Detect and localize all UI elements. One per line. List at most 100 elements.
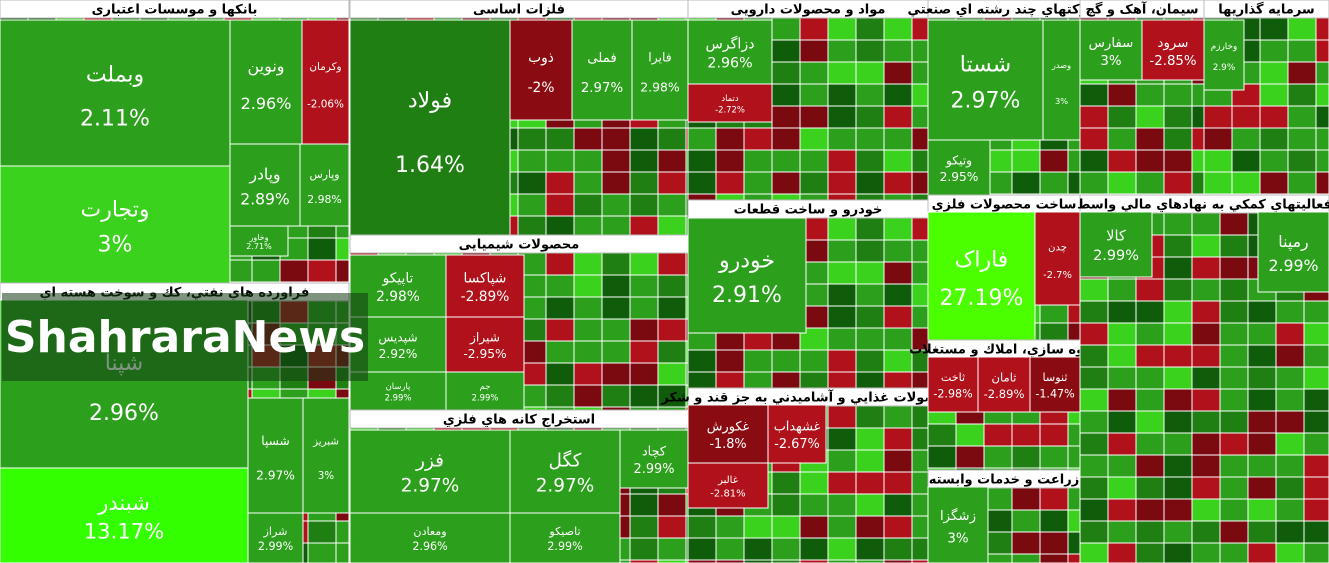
filler-tile <box>799 471 829 495</box>
filler-tile <box>1079 498 1109 522</box>
filler-tile <box>1315 61 1329 85</box>
filler-tile <box>855 61 885 85</box>
filler-tile <box>883 405 913 429</box>
filler-tile <box>1011 171 1041 195</box>
tile-value: 2.97% <box>536 475 595 496</box>
filler-tile <box>1163 278 1193 302</box>
tile-label: وپارس <box>309 168 339 181</box>
tile-value: -2.95% <box>463 347 506 361</box>
filler-tile <box>1079 127 1109 151</box>
filler-tile <box>799 105 829 129</box>
sector: بانکها و موسسات اعتباری وبملت 2.11% وتجارت 3… <box>0 0 350 284</box>
filler-tile <box>1067 445 1081 469</box>
tile-value: -2.98% <box>933 387 972 400</box>
tile-label: جم <box>480 381 491 392</box>
filler-tile <box>573 318 603 342</box>
tile-value: 2.99% <box>547 540 582 553</box>
filler-tile <box>715 537 745 561</box>
filler-tile <box>827 105 857 129</box>
tile-value: -1.47% <box>1035 387 1074 400</box>
filler-tile <box>855 171 885 195</box>
tile <box>301 19 350 145</box>
filler-tile <box>251 259 281 283</box>
filler-tile <box>855 405 885 429</box>
sector-title: سیمان، آهک و گچ <box>1085 1 1198 18</box>
filler-tile <box>827 39 857 63</box>
filler-tile <box>1135 278 1165 302</box>
filler-tile <box>1107 344 1137 368</box>
sector: ساخت محصولات فلزي فاراک 27.19% چدن -2.7% <box>927 194 1081 341</box>
filler-tile <box>1303 322 1329 346</box>
tile <box>687 83 773 123</box>
tile-value: 2.96% <box>241 94 292 113</box>
filler-tile <box>1107 476 1137 500</box>
tile-value: -2.06% <box>307 98 344 110</box>
tile-label: پارسان <box>386 381 411 391</box>
filler-tile <box>1163 454 1193 478</box>
tile-label: فاراک <box>955 248 1009 273</box>
tile-label: کچاد <box>642 445 667 460</box>
filler-tile <box>1315 39 1329 63</box>
filler-tile <box>1079 476 1109 500</box>
filler-tile <box>827 471 857 495</box>
filler-tile <box>1247 476 1277 500</box>
filler-tile <box>1107 149 1137 173</box>
tile-value: 2.89% <box>240 190 289 208</box>
filler-tile <box>1219 410 1249 434</box>
filler-tile <box>855 127 885 151</box>
filler-tile <box>1275 388 1305 412</box>
filler-tile <box>687 193 717 201</box>
tile-label: کگل <box>549 450 582 472</box>
filler-tile <box>1303 300 1329 324</box>
tile-value: 2.92% <box>379 347 418 361</box>
filler-tile <box>715 349 745 373</box>
filler-tile <box>307 520 337 544</box>
filler-tile <box>883 171 913 195</box>
filler-tile <box>855 261 885 285</box>
filler-tile <box>911 493 929 517</box>
filler-tile <box>1039 445 1069 469</box>
filler-tile <box>883 515 913 539</box>
filler-tile <box>1079 520 1109 544</box>
filler-tile <box>1231 105 1261 129</box>
filler-tile <box>1163 498 1193 522</box>
filler-tile <box>1303 410 1329 434</box>
filler-tile <box>1163 256 1193 280</box>
tile-value: -2.89% <box>984 387 1025 401</box>
tile-label: وخارزم <box>1211 42 1238 52</box>
filler-tile <box>827 349 857 373</box>
filler-tile <box>1163 149 1193 173</box>
filler-tile <box>1163 322 1193 346</box>
tile-value: -2% <box>528 80 555 96</box>
tile-value: 2.95% <box>940 170 979 184</box>
filler-tile <box>1107 432 1137 456</box>
filler-tile <box>1163 476 1193 500</box>
filler-tile <box>799 371 829 389</box>
filler-tile <box>1039 171 1069 195</box>
filler-tile <box>771 17 801 41</box>
filler-tile <box>601 127 631 151</box>
filler-tile <box>883 305 913 329</box>
filler-tile <box>629 340 659 364</box>
tile-value: 2.98% <box>376 289 420 305</box>
filler-tile <box>601 215 631 236</box>
tile-value: -2.85% <box>1149 54 1196 69</box>
filler-tile <box>1163 83 1193 107</box>
filler-tile <box>517 171 547 195</box>
filler-tile <box>1079 344 1109 368</box>
filler-tile <box>911 193 929 201</box>
tile-label: رمپنا <box>1278 232 1308 252</box>
filler-tile <box>983 423 1013 447</box>
filler-tile <box>1259 39 1289 63</box>
filler-tile <box>827 283 857 307</box>
filler-tile <box>1247 410 1277 434</box>
tile <box>229 225 289 257</box>
filler-tile <box>715 371 745 389</box>
tile-value: -2.72% <box>715 104 745 114</box>
filler-tile <box>883 17 913 41</box>
filler-tile <box>1203 171 1233 195</box>
filler-tile <box>573 171 603 195</box>
sector-header <box>1079 194 1329 214</box>
filler-tile <box>1107 322 1137 346</box>
filler-tile <box>855 537 885 561</box>
